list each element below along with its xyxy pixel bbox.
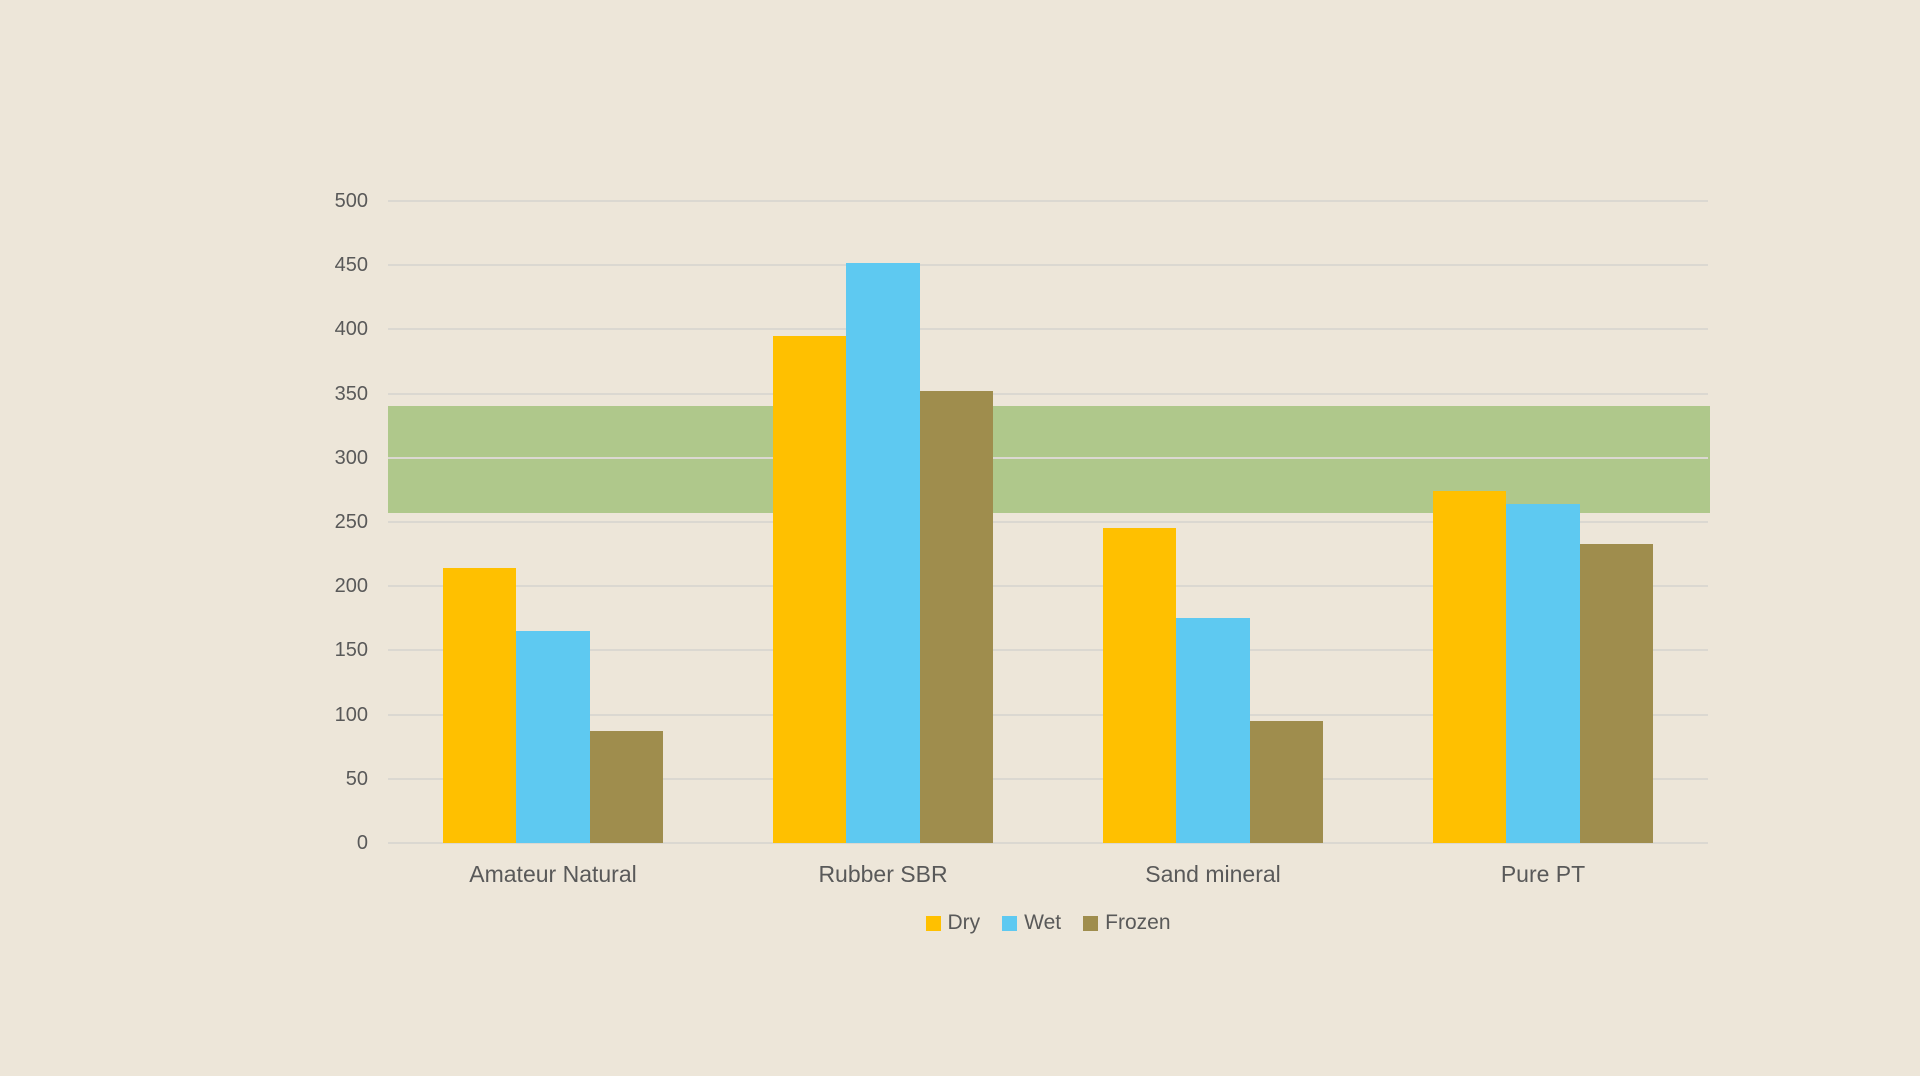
bottom-edge-strip [0,1076,1920,1080]
bar-frozen-rubber-sbr [919,391,993,843]
gridline-0 [388,842,1708,844]
y-axis-label-500: 500 [334,190,368,212]
bar-dry-rubber-sbr [773,335,847,843]
y-axis-label-250: 250 [334,511,368,533]
bar-wet-pure-pt [1506,504,1580,843]
bar-dry-pure-pt [1433,491,1507,843]
bar-frozen-amateur-natural [589,731,663,843]
y-axis-label-450: 450 [334,254,368,277]
y-axis-label-400: 400 [334,318,368,341]
gridline-400 [388,328,1708,331]
gridline-450 [388,264,1708,267]
bar-dry-sand-mineral [1103,528,1177,843]
x-axis-label-amateur-natural: Amateur Natural [469,861,637,887]
gridline-350 [388,392,1708,395]
x-axis-label-pure-pt: Pure PT [1500,861,1586,887]
legend-swatch-wet [1002,915,1018,931]
y-axis-label-100: 100 [334,703,368,726]
bar-dry-amateur-natural [443,568,517,843]
y-axis-label-300: 300 [334,446,368,469]
gridline-150 [388,649,1708,652]
legend-item-frozen: Frozen [1083,911,1171,935]
legend-swatch-frozen [1083,915,1099,931]
bar-frozen-pure-pt [1579,543,1653,843]
y-axis-label-150: 150 [334,639,368,662]
legend-item-wet: Wet [1002,911,1061,935]
y-axis-label-50: 50 [345,767,368,790]
legend-label-wet: Wet [1024,911,1062,934]
x-axis-label-rubber-sbr: Rubber SBR [818,861,948,887]
y-axis-label-350: 350 [334,382,368,405]
legend-item-dry: Dry [925,911,981,935]
legend: Dry Wet Frozen [388,910,1708,936]
gridline-200 [388,585,1708,588]
x-axis-label-sand-mineral: Sand mineral [1145,861,1281,887]
gridline-50 [388,777,1708,780]
gridline-300 [388,456,1708,459]
y-axis-label-0: 0 [356,832,368,854]
bar-wet-amateur-natural [516,631,590,843]
gridline-250 [388,521,1708,523]
legend-label-dry: Dry [947,911,981,934]
y-axis-label-200: 200 [334,575,368,598]
bar-wet-sand-mineral [1176,618,1250,843]
bar-frozen-sand-mineral [1249,721,1323,843]
reference-band [388,406,1710,513]
legend-swatch-dry [925,915,941,931]
gridline-500 [388,200,1708,202]
legend-label-frozen: Frozen [1105,911,1171,934]
bar-wet-rubber-sbr [846,262,920,843]
gridline-100 [388,713,1708,716]
